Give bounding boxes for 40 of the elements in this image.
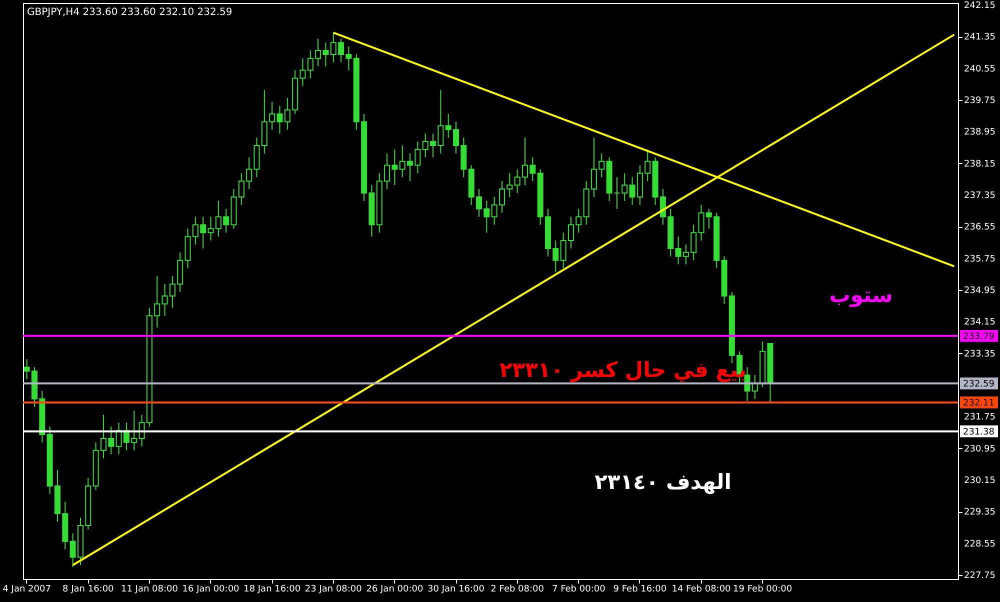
x-tick-label: 9 Feb 16:00 bbox=[613, 584, 667, 594]
y-tick-label: 238.95 bbox=[964, 128, 996, 138]
y-tick-label: 233.35 bbox=[964, 349, 996, 360]
ref-line-label: 232.59 bbox=[963, 379, 995, 390]
y-tick-label: 227.75 bbox=[964, 571, 996, 582]
y-tick-label: 239.75 bbox=[964, 96, 996, 106]
x-tick-label: 11 Jan 08:00 bbox=[120, 584, 178, 594]
x-tick-label: 23 Jan 08:00 bbox=[304, 584, 362, 594]
chart-title: GBPJPY,H4 233.60 233.60 232.10 232.59 bbox=[27, 7, 232, 18]
y-tick-label: 230.95 bbox=[964, 444, 996, 454]
ref-line-label: 232.11 bbox=[963, 398, 994, 408]
y-tick-label: 240.55 bbox=[964, 64, 996, 74]
candlestick bbox=[614, 176, 620, 210]
x-tick-label: 26 Jan 00:00 bbox=[366, 584, 424, 594]
annotation: الهدف ٢٣١٤٠ bbox=[594, 470, 732, 495]
y-tick-label: 242.15 bbox=[964, 0, 996, 11]
y-tick-label: 238.15 bbox=[964, 159, 996, 170]
x-tick-label: 2 Feb 08:00 bbox=[490, 584, 544, 594]
annotation: ستوب bbox=[829, 283, 893, 308]
x-tick-label: 14 Feb 08:00 bbox=[672, 584, 732, 594]
ref-line-label: 231.38 bbox=[963, 427, 995, 438]
x-tick-label: 18 Jan 16:00 bbox=[244, 584, 301, 594]
y-tick-label: 234.15 bbox=[964, 318, 996, 328]
x-tick-label: 16 Jan 00:00 bbox=[182, 584, 240, 594]
x-tick-label: 4 Jan 2007 bbox=[2, 584, 51, 594]
ref-line-label: 233.79 bbox=[963, 332, 995, 342]
x-tick-label: 8 Jan 16:00 bbox=[62, 584, 114, 594]
y-tick-label: 235.75 bbox=[964, 254, 996, 264]
y-tick-label: 237.35 bbox=[964, 191, 996, 201]
x-tick-label: 7 Feb 00:00 bbox=[552, 584, 606, 594]
y-tick-label: 230.15 bbox=[964, 476, 996, 486]
y-tick-label: 229.35 bbox=[964, 508, 996, 518]
y-tick-label: 236.55 bbox=[964, 222, 996, 233]
y-tick-label: 231.75 bbox=[964, 412, 996, 423]
x-tick-label: 19 Feb 00:00 bbox=[733, 584, 792, 594]
candlestick bbox=[622, 172, 628, 202]
y-tick-label: 241.35 bbox=[964, 32, 996, 43]
x-tick-label: 30 Jan 16:00 bbox=[428, 584, 485, 594]
y-tick-label: 234.95 bbox=[964, 286, 996, 296]
y-tick-label: 228.55 bbox=[964, 539, 996, 550]
